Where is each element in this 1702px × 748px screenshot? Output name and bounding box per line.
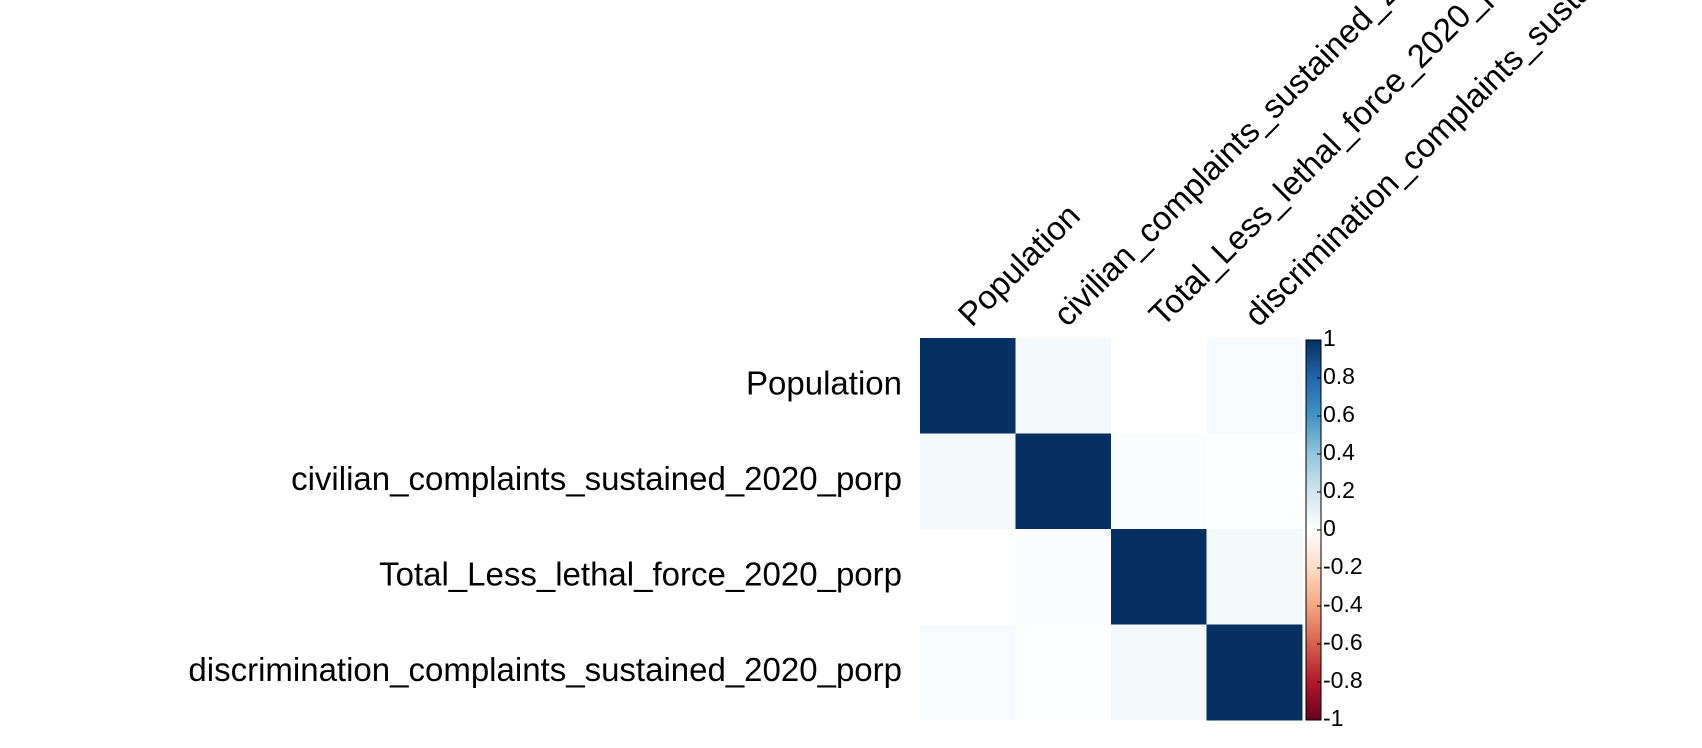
row-labels: Population civilian_complaints_sustained_… [188,364,902,688]
heatmap-cell-r2-c0 [920,529,1016,625]
colorbar-tick-label: 0.4 [1323,439,1355,465]
heatmap-cell-r0-c2 [1111,338,1207,434]
color-legend: 1 0.8 0.6 0.4 0.2 0 -0.2 -0.4 -0.6 -0.8 -1 [1305,325,1363,731]
heatmap-cell-r2-c2 [1111,529,1207,625]
colorbar-tick-label: 0 [1323,515,1336,541]
heatmap-cell-r3-c2 [1111,624,1207,721]
row-label: Population [746,364,902,401]
colorbar-tick-label: 1 [1323,325,1336,351]
heatmap-cell-r2-c1 [1015,529,1112,625]
column-labels: Populationcivilian_complaints_sustained_… [951,0,1702,333]
heatmap-cell-r1-c1 [1015,433,1112,530]
heatmap-cell-r1-c3 [1206,433,1303,530]
heatmap-cell-r3-c3 [1206,624,1303,721]
heatmap-cell-r1-c0 [920,433,1016,530]
row-label: Total_Less_lethal_force_2020_porp [379,555,902,592]
heatmap-cell-r3-c0 [920,624,1016,721]
heatmap-cell-r2-c3 [1206,529,1303,625]
row-label: civilian_complaints_sustained_2020_porp [291,460,902,497]
row-label: discrimination_complaints_sustained_2020… [188,651,902,688]
heatmap-cell-r0-c0 [920,338,1016,434]
colorbar-tick-label: -0.6 [1323,629,1363,655]
heatmap-cell-r0-c3 [1206,338,1303,434]
heatmap-cell-r0-c1 [1015,338,1112,434]
heatmap-cell-r3-c1 [1015,624,1112,721]
colorbar-tick-label: 0.8 [1323,363,1355,389]
colorbar-tick-label: 0.6 [1323,401,1355,427]
colorbar-tick-label: -1 [1323,705,1343,731]
colorbar-tick-label: 0.2 [1323,477,1355,503]
colorbar-tick-label: -0.2 [1323,553,1363,579]
heatmap-cell-r1-c2 [1111,433,1207,530]
colorbar-tick-label: -0.8 [1323,667,1363,693]
heatmap-cells [920,338,1303,721]
colorbar-tick-label: -0.4 [1323,591,1363,617]
